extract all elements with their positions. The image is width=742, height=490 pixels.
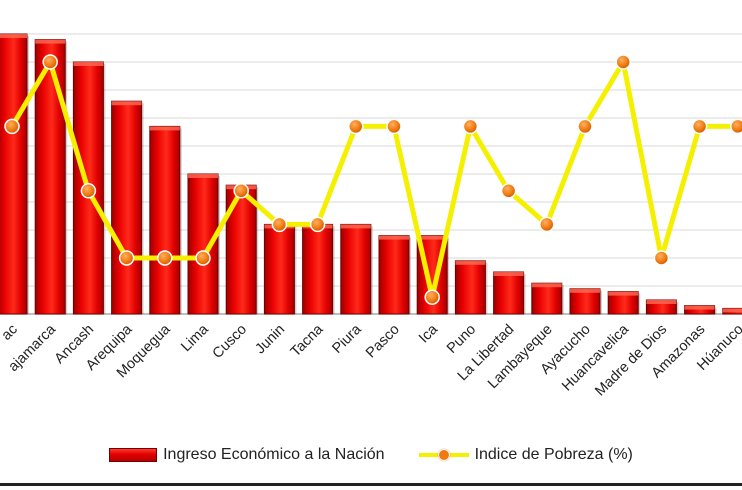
x-tick-label: Lima [178, 321, 212, 355]
bar [454, 260, 486, 315]
poverty-point-junin [271, 216, 288, 233]
x-tick-label: Tacna [288, 321, 327, 360]
bar-cap [340, 224, 371, 229]
bar-cap [531, 283, 562, 288]
bar-cap [111, 101, 142, 106]
legend-item-poverty: Indice de Pobreza (%) [418, 446, 633, 464]
poverty-point-pasco [386, 118, 402, 135]
bar-junin [263, 223, 297, 315]
legend-label-poverty: Indice de Pobreza (%) [474, 446, 633, 463]
poverty-point-amazonas [691, 118, 708, 135]
x-tick-label: Pasco [363, 322, 403, 362]
bar [0, 33, 28, 315]
bar-la-libertad [493, 271, 526, 315]
bar [378, 235, 410, 315]
poverty-point-cajamarca [42, 54, 58, 70]
bar [569, 288, 601, 315]
bar-arequipa [111, 100, 144, 315]
bar-piura [340, 223, 373, 315]
poverty-point-ica [424, 289, 440, 305]
bar-cap [417, 235, 448, 240]
bar-cap [455, 260, 486, 265]
bar-cap [73, 62, 104, 66]
poverty-point-moquegua [157, 250, 173, 266]
bar-cusco [225, 184, 259, 315]
bar-cajamarca [34, 39, 68, 315]
bar-apurimac [0, 33, 29, 315]
poverty-point-ayacucho [577, 118, 593, 135]
bar-ayacucho [569, 288, 602, 315]
bar-cap [608, 291, 639, 296]
bar [302, 223, 334, 315]
x-tick-label: Puno [444, 322, 479, 357]
legend-line-swatch [418, 448, 469, 462]
bar-cap [493, 272, 524, 276]
x-tick-label: Ica [416, 321, 442, 347]
poverty-point-huancavelica [615, 54, 631, 70]
bar-tacna [302, 223, 335, 315]
bar-cap [35, 39, 66, 44]
bar-cap [149, 126, 180, 131]
poverty-point-cusco [233, 183, 249, 199]
bar-lima [187, 173, 220, 315]
bar-cap [646, 300, 677, 304]
bar-cap [722, 308, 742, 313]
bar-huancavelica [607, 291, 641, 315]
bar-cap [188, 174, 218, 178]
legend: Ingreso Económico a la Nación Indice de … [0, 440, 742, 470]
bar-moquegua [149, 125, 182, 315]
bar-pasco [378, 235, 411, 315]
bar-cap [379, 235, 409, 240]
legend-item-income: Ingreso Económico a la Nación [109, 446, 385, 464]
poverty-point-apurimac [4, 118, 20, 135]
bar [493, 271, 525, 315]
bars [0, 33, 742, 315]
bar-lambayeque [531, 282, 564, 315]
poverty-line [4, 54, 742, 305]
bar [531, 282, 563, 315]
bar [340, 223, 372, 315]
bar-cap [684, 305, 715, 310]
poverty-point-lima [195, 250, 211, 266]
bar [149, 125, 181, 315]
poverty-point-húanuco [730, 118, 742, 135]
x-tick-label: Piura [329, 321, 365, 357]
bar-madre-de-dios [645, 299, 679, 315]
bar-cap [570, 288, 600, 293]
legend-bar-swatch [109, 448, 158, 462]
bar-húanuco [722, 307, 742, 315]
poverty-point-puno [462, 118, 479, 135]
poverty-point-la-libertad [500, 183, 517, 199]
bar-puno [454, 260, 488, 315]
bar-cap [0, 34, 27, 38]
poverty-point-lambayeque [539, 216, 555, 233]
bar [263, 223, 295, 315]
poverty-point-tacna [309, 216, 326, 233]
x-tick-label: ac [0, 322, 21, 344]
bottom-rule [0, 483, 742, 486]
poverty-point-ancash [80, 183, 97, 199]
x-tick-label: Junin [252, 322, 288, 358]
legend-label-income: Ingreso Económico a la Nación [163, 446, 385, 463]
x-tick-label: Cusco [210, 322, 250, 362]
bar [111, 100, 143, 315]
poverty-point-madre-de-dios [653, 250, 670, 266]
bar-amazonas [684, 305, 717, 315]
poverty-point-piura [348, 118, 364, 135]
poverty-point-arequipa [118, 250, 135, 266]
